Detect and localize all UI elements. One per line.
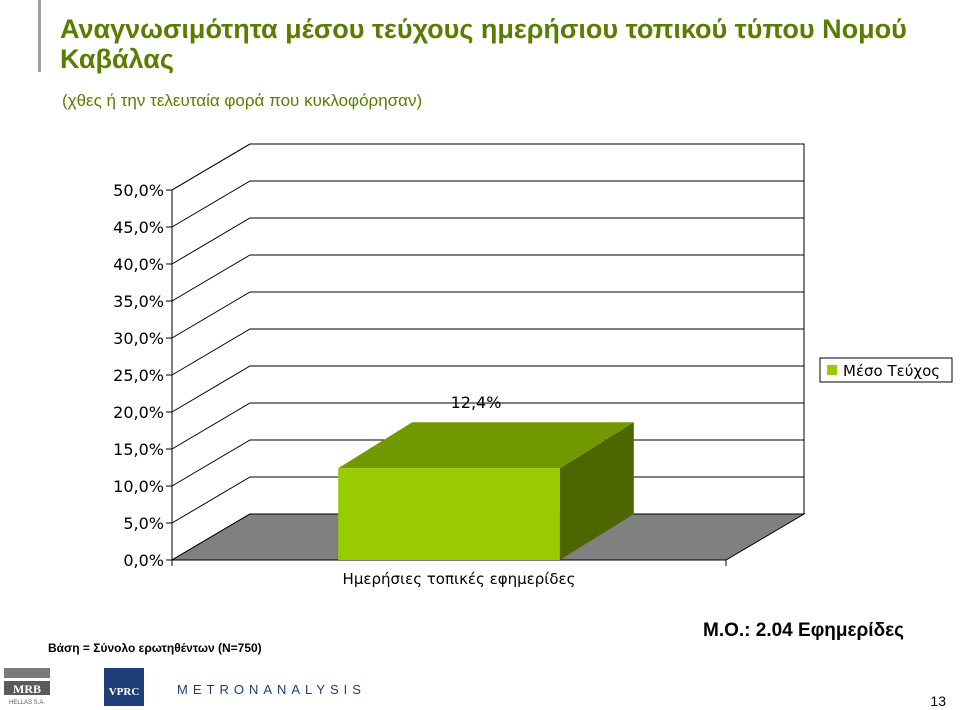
bar-top <box>338 422 634 469</box>
y-tick-label: 35,0% <box>113 292 164 311</box>
mean-note: Μ.Ο.: 2.04 Εφημερίδες <box>703 620 904 641</box>
y-tick-label: 15,0% <box>113 440 164 459</box>
data-label: 12,4% <box>451 393 502 412</box>
y-tick-label: 20,0% <box>113 403 164 422</box>
bar-chart: 0,0% 5,0% 10,0% 15,0% 20,0% 25,0% 30,0% 35,0% 40… <box>113 143 953 588</box>
page-number: 13 <box>930 693 946 709</box>
base-note: Βάση = Σύνολο ερωτηθέντων (N=750) <box>48 641 262 655</box>
y-tick-label: 25,0% <box>113 366 164 385</box>
metron-analysis-logo: METRONANALYSIS <box>177 682 366 697</box>
gridline <box>171 328 804 376</box>
gridline <box>171 365 804 413</box>
title-accent-line <box>38 0 41 72</box>
legend-swatch <box>827 365 837 375</box>
page-title: Αναγνωσιμότητα μέσου τεύχους ημερήσιου τ… <box>60 14 907 74</box>
page-subtitle: (χθες ή την τελευταία φορά που κυκλοφόρη… <box>62 91 423 110</box>
y-tick-label: 45,0% <box>113 218 164 237</box>
bar-side <box>559 422 634 560</box>
mrb-logo-text: MRB <box>13 682 41 696</box>
vprc-logo-text: VPRC <box>109 686 140 698</box>
y-axis-ticks: 0,0% 5,0% 10,0% 15,0% 20,0% 25,0% 30,0% 35,0% 40… <box>113 181 173 570</box>
y-tick-label: 5,0% <box>123 514 164 533</box>
gridline <box>171 402 804 450</box>
bar <box>338 468 560 560</box>
y-tick-label: 40,0% <box>113 255 164 274</box>
gridline <box>171 180 804 228</box>
chart-legend: Μέσο Τεύχος <box>819 357 953 383</box>
y-tick-label: 50,0% <box>113 181 164 200</box>
x-category-label: Ημερήσιες τοπικές εφημερίδες <box>343 570 576 588</box>
chart-labels: 12,4% Ημερήσιες τοπικές εφημερίδες <box>343 393 576 588</box>
mrb-logo: MRB HELLAS S.A. <box>4 668 50 706</box>
chart-bars <box>338 422 634 560</box>
gridline <box>171 291 804 339</box>
gridline <box>171 143 804 191</box>
legend-label: Μέσο Τεύχος <box>843 362 940 380</box>
vprc-logo: VPRC <box>104 668 144 706</box>
mrb-logo-subtext: HELLAS S.A. <box>9 700 45 706</box>
y-tick-label: 10,0% <box>113 477 164 496</box>
gridline <box>171 217 804 265</box>
y-tick-label: 0,0% <box>123 551 164 570</box>
y-tick-label: 30,0% <box>113 329 164 348</box>
gridline <box>171 254 804 302</box>
legend-box <box>819 357 953 383</box>
